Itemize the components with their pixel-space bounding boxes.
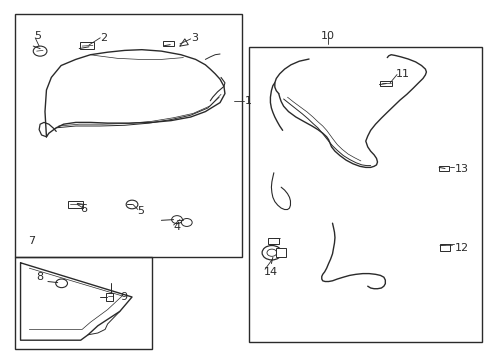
Text: 2: 2 [100, 33, 107, 43]
Circle shape [33, 46, 47, 56]
Bar [15, 14, 242, 257]
Text: 5: 5 [34, 31, 41, 41]
Text: 7: 7 [28, 236, 36, 246]
Circle shape [56, 279, 67, 288]
Bar [105, 293, 113, 301]
Bar [68, 201, 83, 208]
Text: 6: 6 [81, 204, 87, 214]
Bar [80, 42, 94, 49]
Text: 10: 10 [320, 31, 334, 41]
Text: 8: 8 [37, 272, 44, 282]
Circle shape [262, 246, 281, 260]
Bar [438, 166, 448, 171]
Text: 11: 11 [395, 69, 409, 79]
Circle shape [266, 249, 276, 256]
Circle shape [171, 216, 182, 224]
Bar [439, 244, 449, 251]
Circle shape [126, 200, 138, 209]
Text: 5: 5 [137, 206, 143, 216]
Text: 9: 9 [120, 292, 127, 302]
Text: 14: 14 [264, 267, 278, 277]
Bar [380, 81, 391, 86]
Bar [15, 257, 151, 349]
Bar [249, 47, 481, 342]
Bar [163, 41, 174, 46]
Text: 4: 4 [173, 222, 181, 232]
Text: 13: 13 [454, 164, 468, 174]
Bar [268, 238, 279, 244]
Bar [276, 248, 285, 257]
Text: 1: 1 [244, 96, 251, 106]
Text: 12: 12 [454, 243, 468, 253]
Circle shape [181, 219, 192, 226]
Text: 3: 3 [190, 33, 197, 43]
